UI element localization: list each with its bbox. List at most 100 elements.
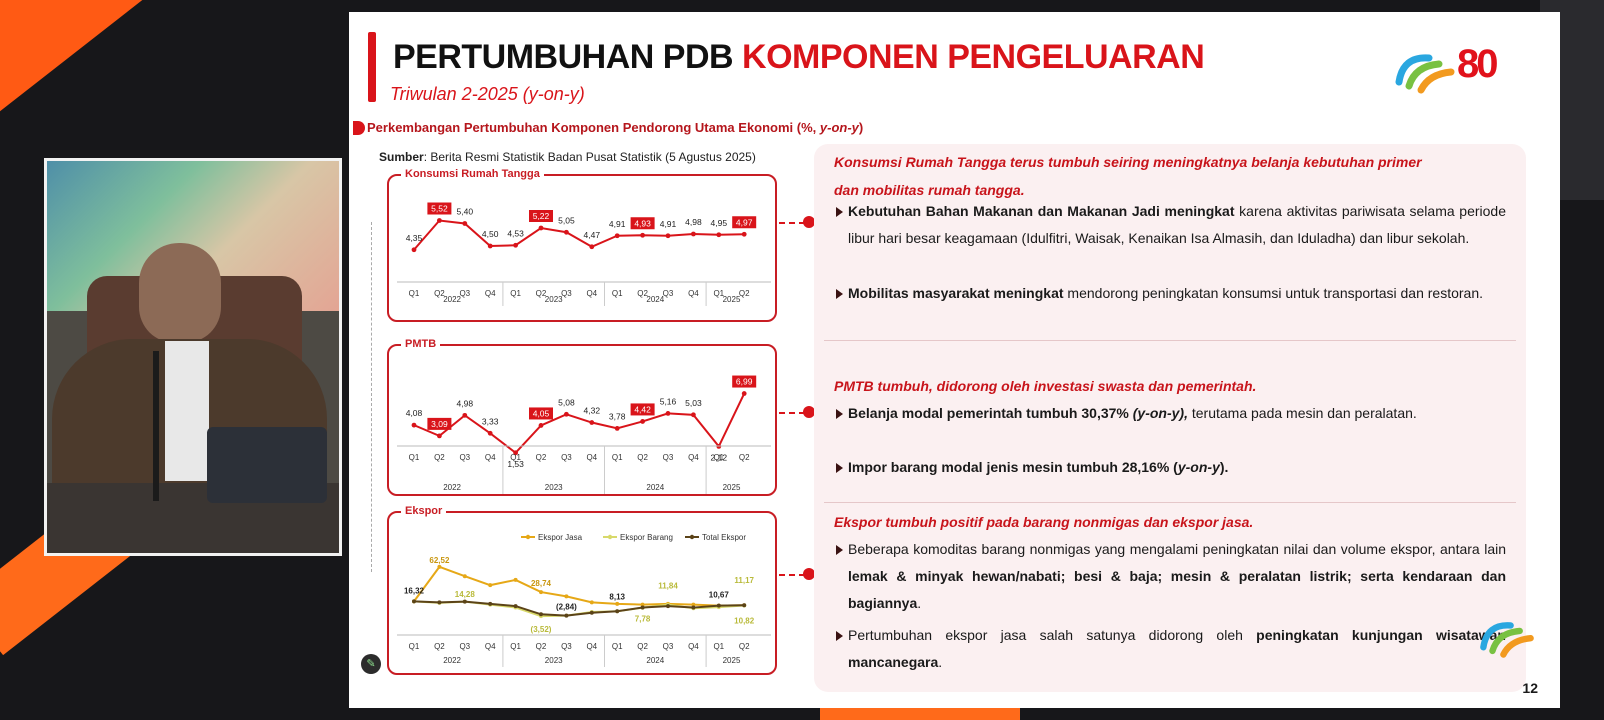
data-point xyxy=(462,412,468,418)
data-point xyxy=(564,229,569,235)
x-tick-label: Q1 xyxy=(409,289,420,298)
year-label: 2025 xyxy=(723,295,741,304)
data-label: 3,09 xyxy=(431,419,448,429)
data-point xyxy=(614,233,620,239)
data-point xyxy=(462,574,467,579)
edit-pen-icon[interactable]: ✎ xyxy=(361,654,381,674)
year-label: 2025 xyxy=(723,483,741,492)
data-label: 16,32 xyxy=(404,586,425,595)
data-point xyxy=(488,583,493,588)
x-tick-label: Q2 xyxy=(739,642,750,651)
data-point xyxy=(640,602,645,607)
data-label: (2,84) xyxy=(556,603,577,612)
data-label: 5,40 xyxy=(457,207,474,217)
section-title: Perkembangan Pertumbuhan Komponen Pendor… xyxy=(352,120,864,135)
x-tick-label: Q1 xyxy=(713,453,724,462)
year-label: 2022 xyxy=(443,483,461,492)
connector-dot-2 xyxy=(803,406,815,418)
data-label: 28,74 xyxy=(531,579,552,588)
x-tick-label: Q2 xyxy=(536,289,547,298)
source-note: Sumber: Berita Resmi Statistik Badan Pus… xyxy=(379,150,756,164)
x-tick-label: Q4 xyxy=(485,453,496,462)
data-label: 5,52 xyxy=(431,204,448,214)
data-point xyxy=(513,450,518,456)
data-point xyxy=(488,601,493,606)
x-tick-label: Q4 xyxy=(586,453,597,462)
data-point xyxy=(564,594,569,599)
video-person-head xyxy=(139,243,221,343)
year-label: 2022 xyxy=(443,656,461,665)
data-point xyxy=(487,430,493,436)
x-tick-label: Q4 xyxy=(586,642,597,651)
data-label: 4,93 xyxy=(634,218,651,228)
x-tick-label: Q3 xyxy=(663,642,674,651)
data-point xyxy=(589,600,594,605)
data-label: 4,91 xyxy=(609,219,626,229)
chart-pmtb-title: PMTB xyxy=(401,338,441,350)
bg-stripe-orange xyxy=(0,0,370,143)
data-point xyxy=(462,221,468,226)
video-microphone xyxy=(153,351,159,501)
year-label: 2025 xyxy=(723,656,741,665)
data-label: 3,33 xyxy=(482,416,499,426)
x-tick-label: Q2 xyxy=(739,289,750,298)
data-label: 8,13 xyxy=(609,592,625,601)
data-label: 10,67 xyxy=(709,591,730,600)
bg-stripe-orange-3 xyxy=(820,706,1020,720)
data-point xyxy=(589,244,595,250)
data-point xyxy=(741,231,747,237)
data-label-box xyxy=(630,403,655,416)
legend-marker xyxy=(525,534,531,540)
data-label: 4,98 xyxy=(457,398,474,408)
block1-bullet-2: Mobilitas masyarakat meningkat mendorong… xyxy=(836,280,1506,307)
x-tick-label: Q1 xyxy=(612,453,623,462)
x-tick-label: Q1 xyxy=(510,289,521,298)
x-tick-label: Q2 xyxy=(536,642,547,651)
x-tick-label: Q3 xyxy=(459,289,470,298)
x-tick-label: Q2 xyxy=(434,289,445,298)
data-label: 4,98 xyxy=(685,217,702,227)
data-point xyxy=(614,425,620,431)
x-tick-label: Q1 xyxy=(713,289,724,298)
data-point xyxy=(539,612,543,617)
data-label: 4,53 xyxy=(507,228,524,238)
x-tick-label: Q3 xyxy=(561,453,572,462)
data-label: 4,08 xyxy=(406,408,423,418)
connector-1 xyxy=(779,222,805,224)
data-label: 1,53 xyxy=(507,459,524,469)
title-black: PERTUMBUHAN PDB xyxy=(393,38,734,76)
chart-ekspor-panel: Ekspor Ekspor Jasa Ekspor Barang Total Eks… xyxy=(387,505,777,675)
data-label-box xyxy=(630,217,655,230)
x-tick-label: Q3 xyxy=(459,453,470,462)
connector-dot-3 xyxy=(803,568,815,580)
year-label: 2023 xyxy=(545,656,563,665)
data-point xyxy=(640,605,645,610)
data-point xyxy=(615,609,620,614)
data-point xyxy=(513,242,518,248)
title-accent-bar xyxy=(368,32,376,102)
x-tick-label: Q2 xyxy=(434,453,445,462)
x-tick-label: Q3 xyxy=(459,642,470,651)
data-label: 6,99 xyxy=(736,377,753,387)
data-point xyxy=(513,604,518,609)
year-label: 2022 xyxy=(443,295,461,304)
chart-ekspor: Ekspor Jasa Ekspor Barang Total Ekspor 16,3… xyxy=(397,533,771,667)
data-label: 11,17 xyxy=(734,576,754,585)
x-tick-label: Q3 xyxy=(663,289,674,298)
data-label-box xyxy=(732,375,757,388)
data-point xyxy=(665,233,671,239)
data-point xyxy=(589,420,595,425)
page-title: PERTUMBUHAN PDB KOMPONEN PENGELUARAN xyxy=(393,38,1205,77)
data-point xyxy=(640,419,645,424)
anniversary-80-logo: 80 xyxy=(1457,42,1498,86)
x-tick-label: Q1 xyxy=(510,453,521,462)
data-label: 4,97 xyxy=(736,217,753,227)
data-point xyxy=(411,247,417,253)
x-tick-label: Q1 xyxy=(612,289,623,298)
year-label: 2024 xyxy=(646,295,664,304)
data-point xyxy=(564,613,569,618)
data-point xyxy=(462,599,467,604)
data-point xyxy=(513,577,518,582)
data-label: 5,03 xyxy=(685,398,702,408)
x-tick-label: Q4 xyxy=(688,642,699,651)
